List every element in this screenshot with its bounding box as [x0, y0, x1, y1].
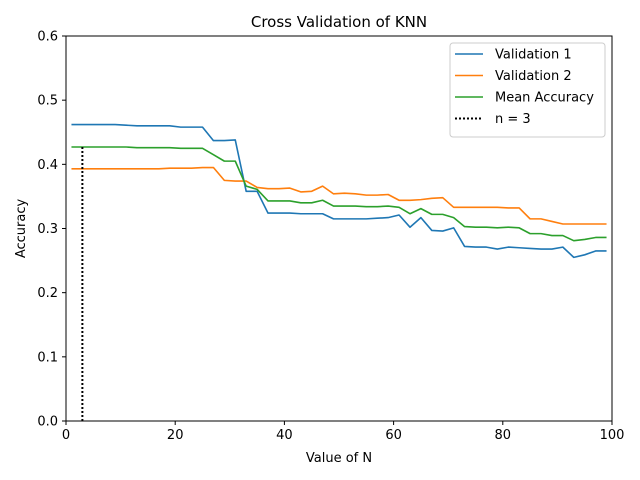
y-tick-label: 0.2 — [37, 286, 58, 301]
x-tick-label: 80 — [495, 428, 512, 443]
legend-label: Validation 1 — [495, 48, 572, 63]
series-line-validation-2 — [71, 166, 607, 225]
y-tick-label: 0.5 — [37, 94, 58, 109]
x-axis-label: Value of N — [306, 451, 372, 466]
x-tick-label: 0 — [62, 428, 70, 443]
x-tick-label: 20 — [167, 428, 184, 443]
y-tick-label: 0.0 — [37, 415, 58, 430]
legend: Validation 1 Validation 2 Mean Accuracy n =… — [449, 42, 606, 138]
legend-label: Validation 2 — [495, 69, 572, 84]
y-axis-label: Accuracy — [14, 199, 29, 259]
x-tick-label: 40 — [276, 428, 293, 443]
x-tick-label: 100 — [600, 428, 625, 443]
legend-label: Mean Accuracy — [495, 91, 594, 106]
y-tick-label: 0.1 — [37, 350, 58, 365]
plot-area — [71, 123, 607, 421]
y-tick-label: 0.4 — [37, 158, 58, 173]
legend-box — [449, 42, 606, 138]
chart-title: Cross Validation of KNN — [251, 13, 427, 31]
series-line-validation-1 — [71, 123, 607, 259]
y-axis: 0.0 0.1 0.2 0.3 0.4 0.5 0.6 — [37, 30, 66, 430]
x-axis: 0 20 40 60 80 100 — [62, 421, 625, 443]
y-tick-label: 0.6 — [37, 30, 58, 45]
x-tick-label: 60 — [385, 428, 402, 443]
legend-label: n = 3 — [495, 112, 531, 127]
y-tick-label: 0.3 — [37, 222, 58, 237]
series-line-mean-accuracy — [71, 146, 607, 242]
